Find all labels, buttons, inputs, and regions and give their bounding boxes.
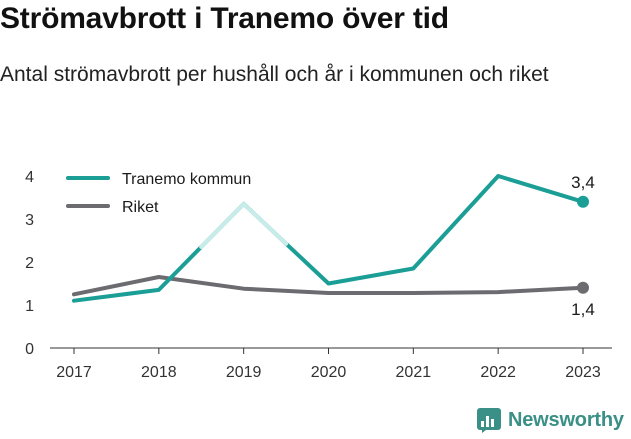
chart-title: Strömavbrott i Tranemo över tid bbox=[0, 2, 449, 35]
y-tick-label: 3 bbox=[25, 212, 34, 229]
series-highlight-segment bbox=[199, 201, 289, 249]
legend-label: Tranemo kommun bbox=[122, 171, 251, 188]
x-tick-label: 2019 bbox=[226, 364, 262, 381]
chart-subtitle: Antal strömavbrott per hushåll och år i … bbox=[0, 63, 549, 86]
legend-label: Riket bbox=[122, 199, 159, 216]
line-chart: 0 1 2 3 4 2017 2018 2019 2020 2021 2022 2023 3,4 1,4 T… bbox=[25, 169, 612, 381]
data-label-riket: 1,4 bbox=[571, 300, 595, 319]
x-tick-label: 2018 bbox=[141, 364, 177, 381]
y-tick-label: 1 bbox=[25, 298, 34, 315]
series-line-riket bbox=[72, 275, 585, 297]
brand-logo[interactable]: Newsworthy bbox=[476, 407, 624, 433]
x-tick-label: 2022 bbox=[480, 364, 516, 381]
series-end-point bbox=[577, 195, 589, 208]
newsworthy-logo-icon bbox=[477, 408, 501, 433]
x-tick-label: 2017 bbox=[56, 364, 92, 381]
x-tick-label: 2021 bbox=[396, 364, 432, 381]
y-tick-label: 0 bbox=[25, 341, 34, 358]
series-line-tranemo bbox=[72, 174, 585, 303]
x-tick-label: 2020 bbox=[311, 364, 347, 381]
y-tick-label: 2 bbox=[25, 255, 34, 272]
y-tick-label: 4 bbox=[25, 169, 34, 186]
brand-name: Newsworthy bbox=[508, 408, 624, 431]
series-end-point bbox=[577, 281, 589, 294]
x-tick-label: 2023 bbox=[565, 364, 601, 381]
data-label-tranemo: 3,4 bbox=[571, 173, 595, 192]
